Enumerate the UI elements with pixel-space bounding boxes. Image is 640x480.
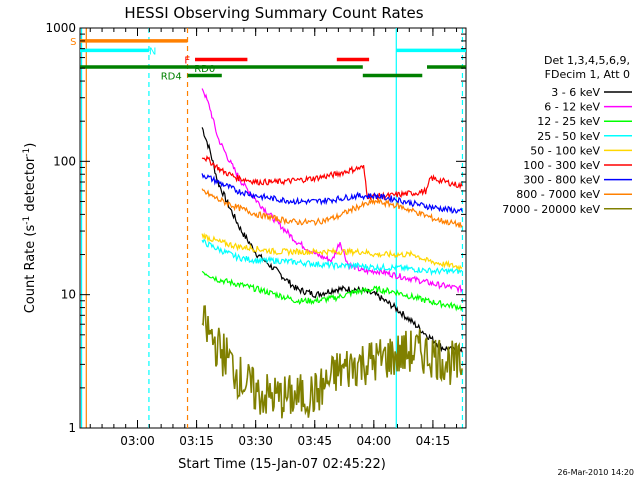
- series-line: [201, 188, 463, 229]
- legend-label: 6 - 12 keV: [544, 101, 600, 114]
- x-tick-label: 03:00: [120, 434, 155, 448]
- series-line: [201, 232, 463, 272]
- y-axis-label-sup2: -1: [22, 148, 32, 157]
- status-bar-label: F: [184, 56, 190, 67]
- status-bar-label: N: [149, 46, 156, 57]
- legend-label: 7000 - 20000 keV: [502, 203, 600, 216]
- series-line: [201, 305, 463, 419]
- axes: 03:00 03:15 03:30 03:45 04:00 04:15 1 10 100 1000: [45, 21, 466, 448]
- series-line: [201, 154, 463, 201]
- chart-title: HESSI Observing Summary Count Rates: [124, 4, 423, 22]
- x-tick-label: 03:15: [179, 434, 214, 448]
- status-bars: S N F RD0 RD4: [70, 37, 466, 83]
- x-tick-label: 03:45: [297, 434, 332, 448]
- series-line: [201, 127, 463, 355]
- y-tick-label: 1: [68, 421, 76, 435]
- y-tick-label: 1000: [45, 21, 76, 35]
- x-tick-label: 03:30: [238, 434, 273, 448]
- legend-label: 800 - 7000 keV: [516, 188, 600, 201]
- y-axis-label-mid: detector: [23, 156, 38, 216]
- y-tick-label: 100: [53, 154, 76, 168]
- legend-header-1: Det 1,3,4,5,6,9,: [544, 54, 630, 67]
- y-axis-label-end: ): [23, 143, 38, 148]
- legend: Det 1,3,4,5,6,9, FDecim 1, Att 0 3 - 6 k…: [502, 54, 632, 216]
- legend-label: 100 - 300 keV: [523, 159, 600, 172]
- series-line: [201, 173, 463, 214]
- x-tick-label: 04:00: [357, 434, 392, 448]
- x-axis-label: Start Time (15-Jan-07 02:45:22): [178, 457, 386, 472]
- legend-label: 3 - 6 keV: [551, 86, 600, 99]
- series-layer: [80, 28, 464, 428]
- status-bar-label: RD4: [161, 72, 182, 83]
- status-bar-label: S: [70, 37, 76, 48]
- legend-label: 12 - 25 keV: [537, 115, 600, 128]
- legend-header-2: FDecim 1, Att 0: [545, 68, 630, 81]
- y-tick-label: 10: [61, 288, 76, 302]
- y-axis-label-main: Count Rate (s: [23, 225, 38, 314]
- x-tick-label: 04:15: [416, 434, 451, 448]
- y-axis-label: Count Rate (s-1 detector-1): [22, 143, 38, 314]
- plot-frame: [79, 27, 467, 429]
- legend-label: 50 - 100 keV: [530, 144, 600, 157]
- series-line: [201, 270, 463, 312]
- legend-label: 25 - 50 keV: [537, 130, 600, 143]
- legend-label: 300 - 800 keV: [523, 174, 600, 187]
- footer-date: 26-Mar-2010 14:20: [558, 468, 635, 477]
- series-line: [201, 88, 463, 294]
- status-bar-label: RD0: [194, 64, 215, 75]
- series-line: [201, 238, 463, 277]
- y-axis-label-sup1: -1: [22, 216, 32, 225]
